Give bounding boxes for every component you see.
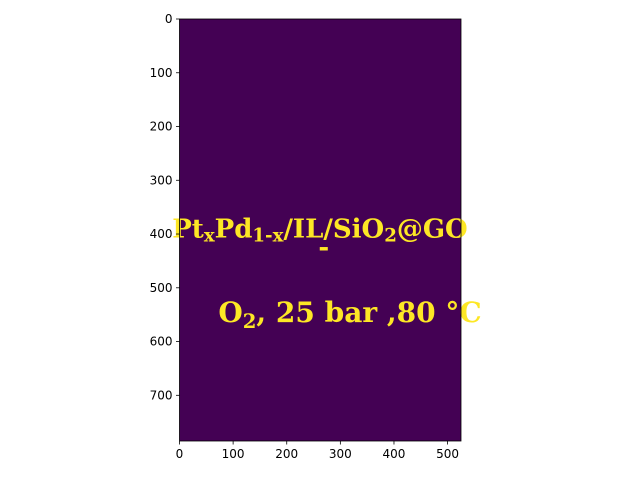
axes-frame xyxy=(179,18,462,442)
image-text-layer: PtxPd1-x/IL/SiO2@GO- O2, 25 bar ,80 °C xyxy=(172,215,481,333)
image-text-line2: O2, 25 bar ,80 °C xyxy=(218,296,481,333)
image-text-line1: PtxPd1-x/IL/SiO2@GO xyxy=(172,215,467,247)
x-tick-label: 300 xyxy=(329,447,352,461)
y-axis: 0 100 200 300 400 500 600 700 xyxy=(150,12,180,402)
x-axis: 0 100 200 300 400 500 xyxy=(176,441,459,461)
y-tick-label: 100 xyxy=(150,66,173,80)
y-tick-label: 600 xyxy=(150,335,173,349)
x-tick-label: 400 xyxy=(383,447,406,461)
y-tick-label: 700 xyxy=(150,388,173,402)
y-tick-label: 500 xyxy=(150,281,173,295)
image-background xyxy=(179,19,461,441)
image-text-dash: - xyxy=(318,233,329,263)
x-tick-label: 100 xyxy=(222,447,245,461)
x-tick-label: 500 xyxy=(436,447,459,461)
heatmap-image xyxy=(179,19,461,441)
x-tick-label: 200 xyxy=(275,447,298,461)
y-tick-label: 300 xyxy=(150,173,173,187)
y-tick-label: 400 xyxy=(150,227,173,241)
y-tick-label: 200 xyxy=(150,120,173,134)
x-tick-label: 0 xyxy=(176,447,184,461)
y-tick-label: 0 xyxy=(165,12,173,26)
